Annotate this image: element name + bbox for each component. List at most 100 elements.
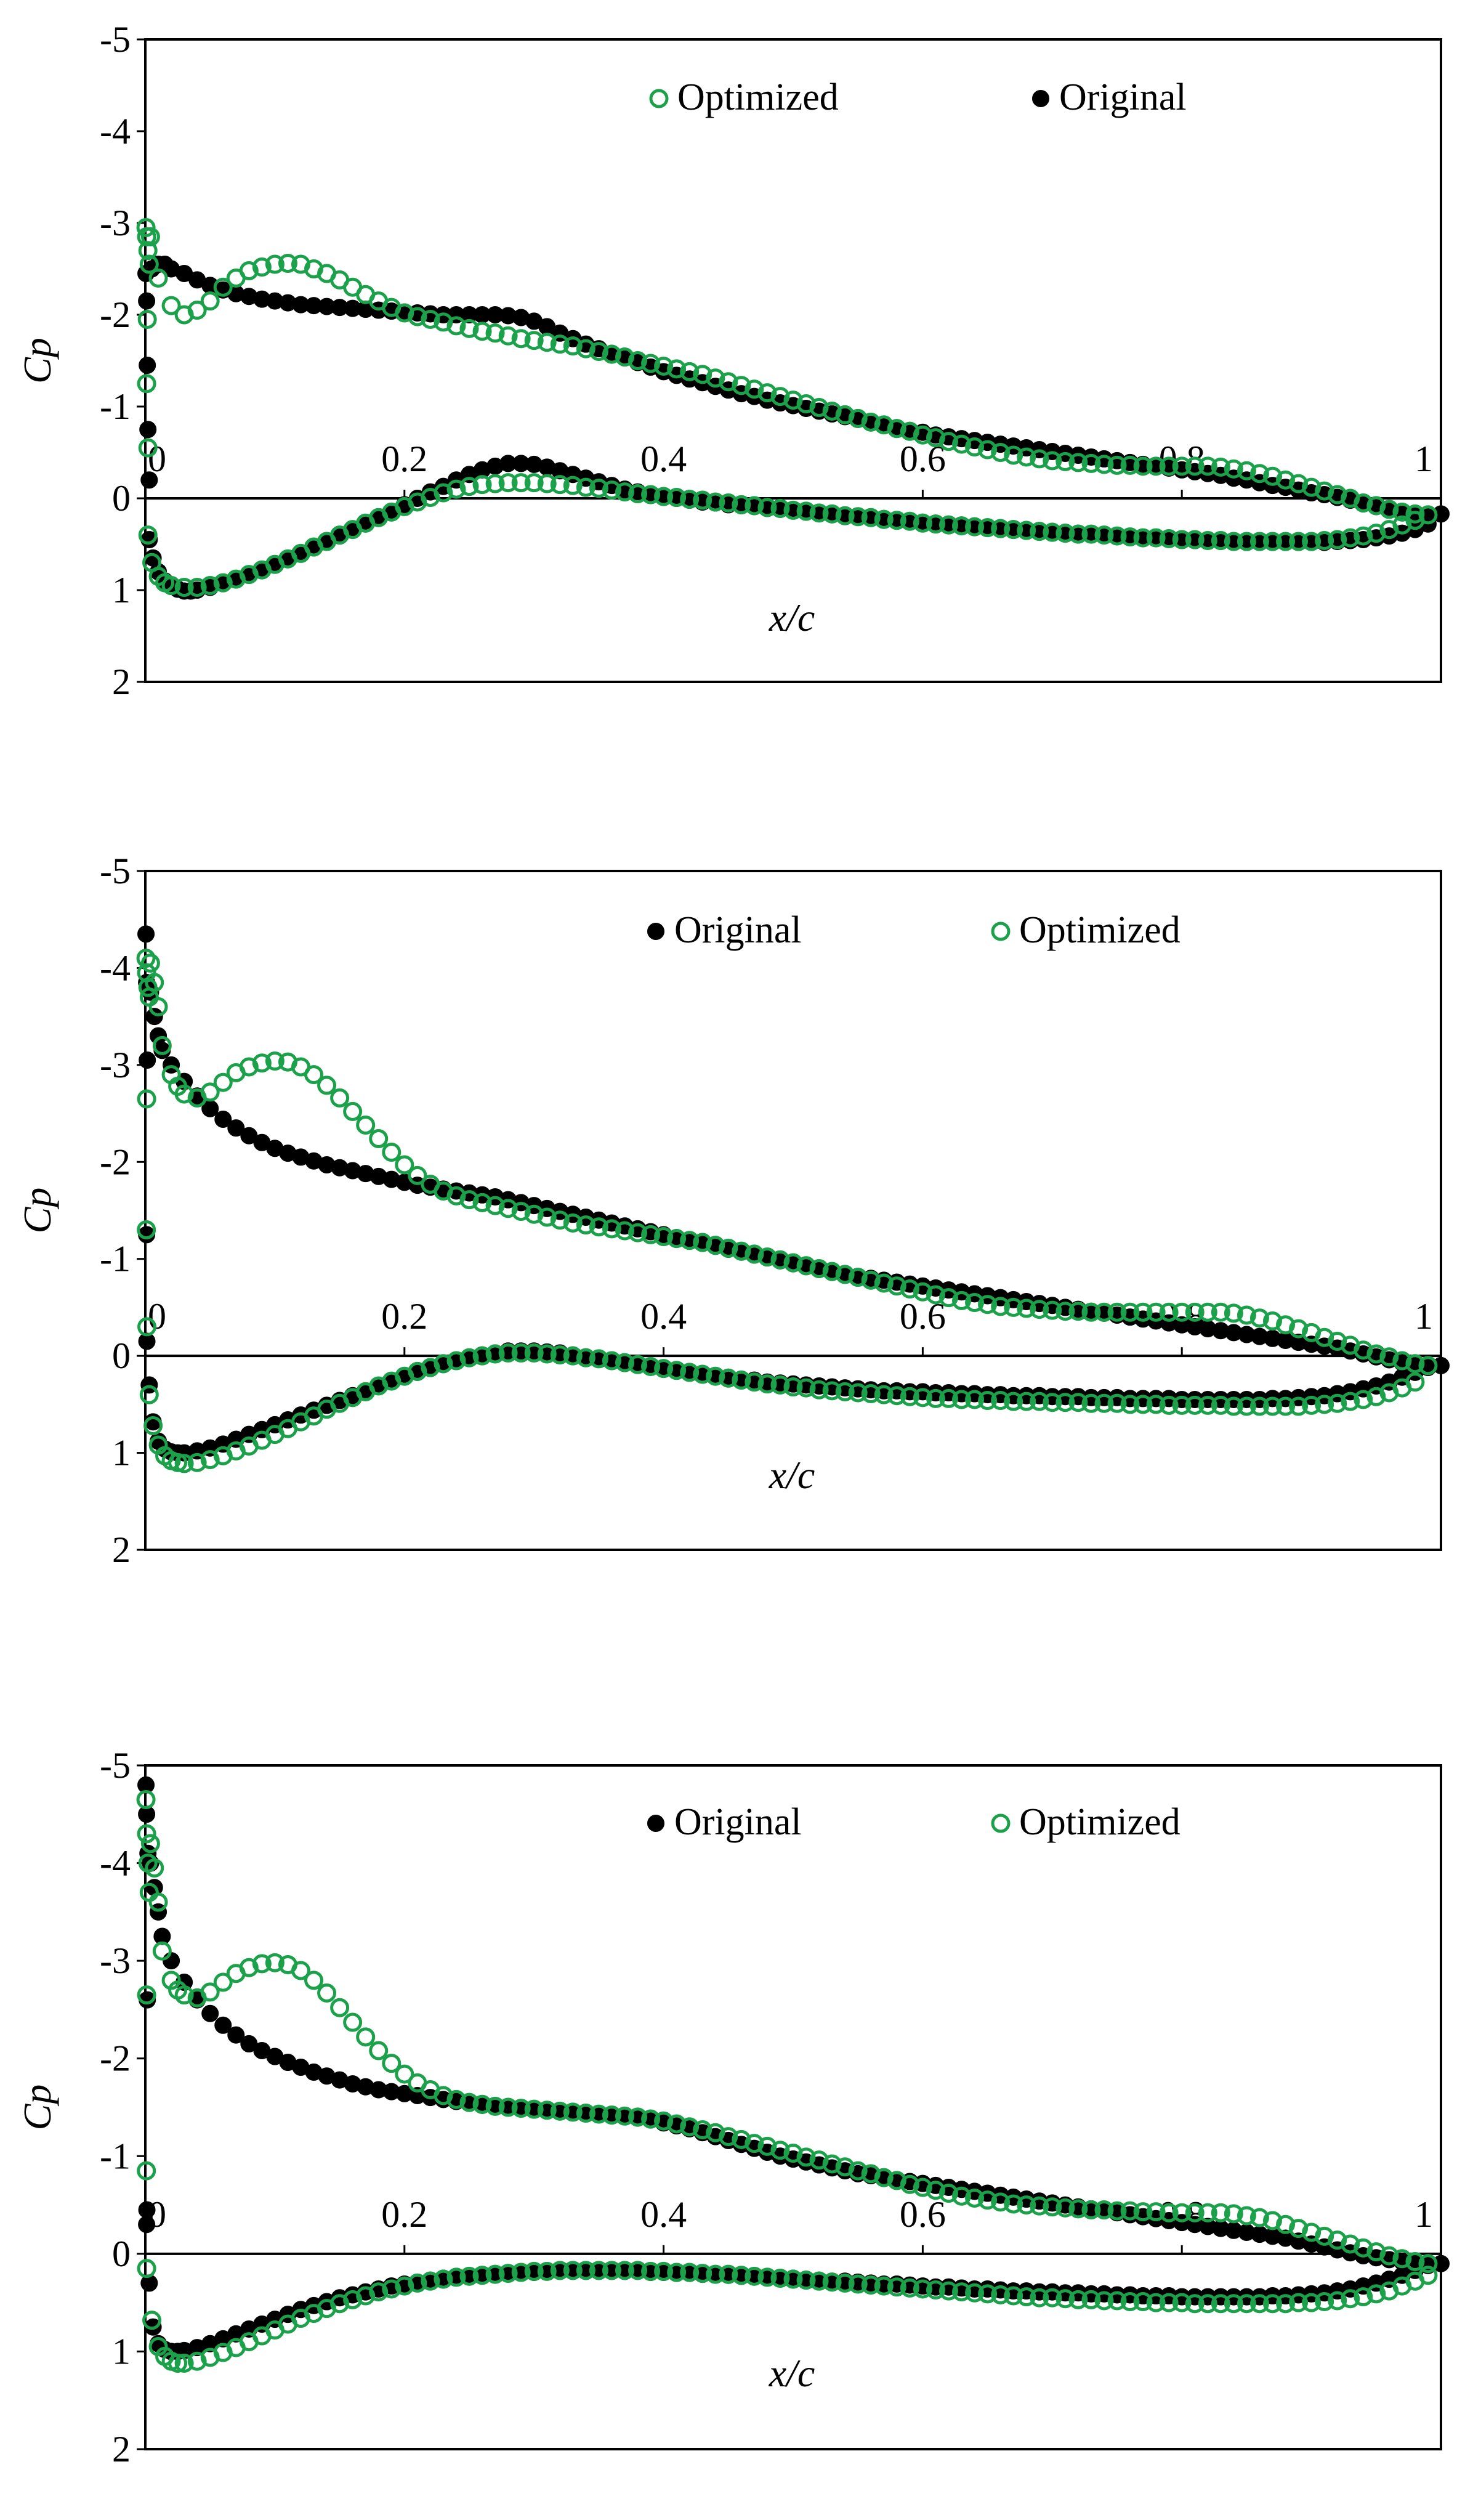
chart-3-optimized-upper-point	[628, 2107, 648, 2127]
chart-3-optimized-lower-point	[1302, 2293, 1322, 2312]
chart-3-optimized-upper-point	[1224, 2204, 1243, 2224]
chart-2-optimized-lower-point	[926, 1388, 945, 1408]
chart-1-y-tick-label: 0	[112, 478, 131, 519]
chart-1-optimized-upper-point	[1302, 477, 1322, 497]
chart-2-optimized-lower-point	[408, 1361, 427, 1381]
chart-1-optimized-lower-point	[1289, 532, 1309, 551]
chart-1-x-axis-title: x/c	[769, 596, 815, 639]
chart-1-optimized-upper-point	[1107, 455, 1127, 475]
chart-1-optimized-upper-point	[1068, 453, 1088, 472]
chart-3-optimized-upper-point	[615, 2106, 634, 2126]
chart-2-optimized-upper-point	[511, 1202, 531, 1222]
chart-1-optimized-upper-point	[1055, 452, 1075, 471]
chart-2-optimized-upper-point	[848, 1268, 868, 1287]
chart-1-optimized-lower-point	[809, 503, 829, 523]
chart-1-optimized-upper-point	[1405, 504, 1425, 524]
chart-2-optimized-upper-point	[589, 1217, 608, 1237]
chart-2-optimized-upper-point	[1185, 1302, 1205, 1322]
chart-3-optimized-upper-point	[395, 2064, 414, 2084]
chart-3-optimized-lower-point	[978, 2284, 998, 2304]
chart-2-x-tick-label: 0.2	[381, 1296, 427, 1337]
chart-2-x-axis-title: x/c	[769, 1453, 815, 1497]
chart-3-optimized-upper-point	[317, 1983, 337, 2003]
chart-3-optimized-lower-point	[446, 2267, 466, 2287]
chart-3-optimized-lower-point	[330, 2294, 350, 2314]
chart-1-legend-optimized: Optimized	[649, 76, 839, 118]
chart-1-optimized-upper-point	[137, 374, 156, 394]
chart-2-optimized-lower-point	[1211, 1395, 1230, 1415]
chart-2-optimized-upper-point	[654, 1227, 674, 1247]
chart-2-optimized-upper-point	[1405, 1354, 1425, 1374]
chart-2-optimized-lower-point	[783, 1377, 803, 1397]
chart-1-optimized-lower-point	[1341, 528, 1360, 548]
chart-3-optimized-upper-point	[174, 1985, 194, 2005]
chart-1-optimized-upper-point	[138, 241, 158, 261]
chart-2-optimized-lower-point	[861, 1384, 881, 1404]
chart-3-optimized-upper-point	[757, 2136, 777, 2156]
chart-1-optimized-upper-point	[1133, 456, 1153, 476]
chart-1-optimized-lower-point	[589, 479, 608, 498]
chart-3-optimized-upper-point	[485, 2096, 505, 2116]
chart-2-optimized-upper-point	[239, 1057, 259, 1077]
chart-3-optimized-lower-point	[1185, 2294, 1205, 2314]
chart-2-optimized-lower-point	[1133, 1395, 1153, 1414]
chart-3-x-tick-label: 0.6	[900, 2194, 946, 2235]
chart-3-optimized-lower-point	[1055, 2289, 1075, 2309]
chart-3-optimized-upper-point	[1055, 2198, 1075, 2218]
chart-1-optimized-lower-point	[1068, 524, 1088, 544]
chart-2-optimized-lower-point	[938, 1388, 958, 1408]
chart-2-legend-marker-original	[647, 923, 664, 940]
chart-3-optimized-upper-point	[145, 1858, 164, 1878]
chart-2-optimized-lower-point	[200, 1450, 220, 1470]
chart-2-optimized-lower-point	[1405, 1372, 1425, 1392]
chart-2-optimized-lower-point	[485, 1344, 505, 1364]
chart-1-optimized-upper-point	[1120, 455, 1140, 475]
chart-3-optimized-upper-point	[239, 1958, 259, 1977]
chart-3-optimized-upper-point	[965, 2188, 985, 2208]
chart-3-optimized-lower-point	[796, 2271, 816, 2290]
chart-2-optimized-upper-point	[1418, 1356, 1438, 1375]
chart-3-optimized-lower-point	[641, 2261, 661, 2281]
chart-2-optimized-lower-point	[952, 1390, 972, 1409]
chart-1-y-tick-label: 2	[112, 662, 131, 702]
chart-1-optimized-lower-point	[1366, 524, 1386, 543]
chart-3-original-upper-point	[227, 2026, 245, 2044]
chart-1-optimized-lower-point	[693, 490, 712, 510]
chart-3-optimized-lower-point	[1249, 2294, 1269, 2314]
chart-3-y-tick-label: -5	[100, 1745, 131, 1786]
chart-1-optimized-upper-point	[745, 379, 764, 399]
chart-2-optimized-lower-point	[459, 1348, 479, 1367]
chart-3-optimized-lower-point	[757, 2267, 777, 2287]
chart-3-optimized-lower-point	[667, 2263, 687, 2282]
chart-1-optimized-upper-point	[822, 401, 842, 421]
chart-3-optimized-upper-point	[459, 2093, 479, 2112]
chart-2-series-original	[137, 925, 1450, 1462]
chart-2-legend-label-optimized: Optimized	[1019, 909, 1180, 951]
chart-3-optimized-lower-point	[1418, 2266, 1438, 2285]
chart-1-optimized-upper-point	[757, 383, 777, 403]
chart-3-optimized-upper-point	[1107, 2201, 1127, 2221]
chart-2-optimized-lower-point	[446, 1351, 466, 1371]
chart-3-optimized-upper-point	[861, 2164, 881, 2184]
chart-3-optimized-lower-point	[900, 2278, 919, 2298]
chart-2-optimized-lower-point	[1017, 1392, 1036, 1411]
chart-1-optimized-upper-point	[537, 333, 557, 352]
chart-1-optimized-upper-point	[137, 309, 157, 329]
chart-3-optimized-upper-point	[137, 1985, 156, 2005]
chart-2-optimized-upper-point	[706, 1236, 725, 1255]
chart-3-optimized-upper-point	[680, 2117, 700, 2137]
chart-3-optimized-upper-point	[926, 2181, 945, 2200]
chart-2-optimized-upper-point	[356, 1115, 376, 1135]
chart-1-optimized-upper-point	[1043, 451, 1062, 471]
chart-1-optimized-lower-point	[719, 493, 738, 513]
chart-2-optimized-upper-point	[1328, 1332, 1347, 1351]
chart-3-optimized-upper-point	[1379, 2246, 1399, 2266]
chart-1-optimized-lower-point	[1004, 520, 1023, 540]
chart-2-optimized-upper-point	[938, 1288, 958, 1308]
chart-3-optimized-lower-point	[1107, 2291, 1127, 2311]
chart-3-optimized-upper-point	[137, 2161, 156, 2181]
chart-3-optimized-lower-point	[395, 2276, 414, 2296]
chart-3-optimized-lower-point	[952, 2282, 972, 2302]
chart-3-optimized-lower-point	[472, 2266, 492, 2285]
chart-3-optimized-lower-point	[654, 2261, 674, 2281]
